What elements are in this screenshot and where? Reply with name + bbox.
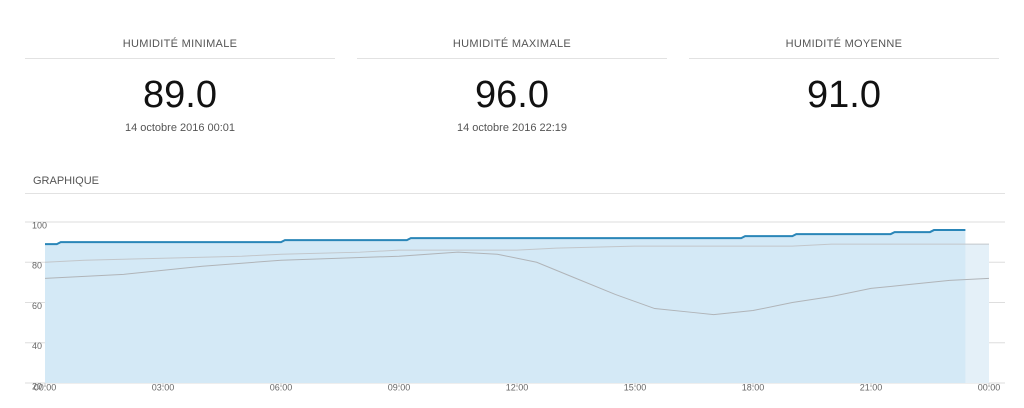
x-tick-label: 09:00	[388, 382, 411, 392]
area	[45, 230, 966, 383]
stat-value: 96.0	[475, 74, 549, 116]
stat-date: 14 octobre 2016 00:01	[124, 122, 236, 134]
stat-label: HUMIDITÉ MINIMALE	[122, 38, 238, 50]
stat-label: HUMIDITÉ MOYENNE	[785, 38, 903, 50]
stat-value: 89.0	[143, 74, 217, 116]
line	[44, 251, 990, 316]
y-tick-label: 40	[32, 341, 42, 351]
x-tick-label: 00:00	[978, 382, 1001, 392]
x-tick-label: 06:00	[270, 382, 293, 392]
chart-title: GRAPHIQUE	[33, 175, 100, 187]
stat-value: 91.0	[807, 74, 881, 116]
line	[45, 229, 966, 246]
y-tick-label: 100	[32, 220, 47, 230]
divider	[689, 58, 999, 59]
y-tick-label: 60	[32, 301, 42, 311]
x-tick-label: 15:00	[624, 382, 647, 392]
divider	[357, 58, 667, 59]
x-tick-label: 21:00	[860, 382, 883, 392]
divider	[25, 58, 335, 59]
y-tick-label: 20	[32, 381, 42, 391]
stat-label: HUMIDITÉ MAXIMALE	[452, 38, 572, 50]
x-tick-label: 18:00	[742, 382, 765, 392]
y-tick-label: 80	[32, 261, 42, 271]
stat-date: 14 octobre 2016 22:19	[456, 122, 568, 134]
chart: 20 40 60 80 100 00:00 03:00 06:00 09:00 12:00 15:0…	[25, 220, 1005, 392]
x-tick-label: 12:00	[506, 382, 529, 392]
line	[44, 243, 989, 263]
x-tick-label: 00:00	[34, 382, 57, 392]
x-tick-label: 03:00	[152, 382, 175, 392]
divider	[25, 193, 1005, 194]
